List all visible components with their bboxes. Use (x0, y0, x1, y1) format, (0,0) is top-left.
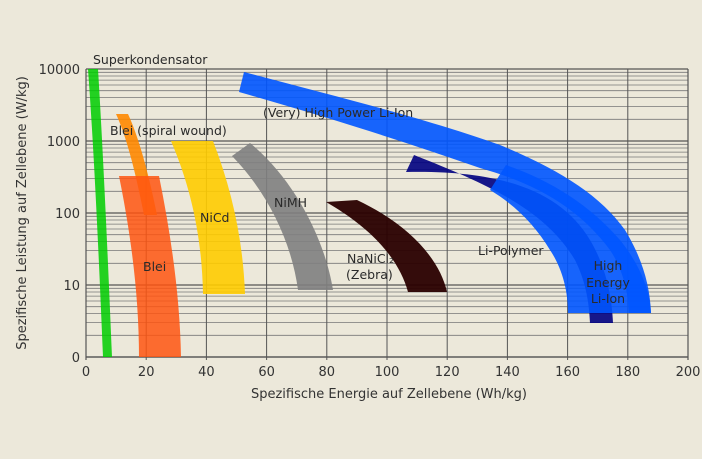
x-tick-label: 180 (615, 365, 640, 380)
series-superkondensator (88, 69, 112, 357)
x-axis-ticks: 0 20 40 60 80 100 120 140 160 180 200 (82, 365, 701, 380)
x-tick-label: 80 (319, 365, 336, 380)
series-high-energy-li-ion (490, 165, 651, 313)
y-tick-label: 1000 (47, 135, 80, 150)
y-tick-label: 10 (63, 279, 80, 294)
x-tick-label: 200 (676, 365, 701, 380)
x-tick-label: 120 (435, 365, 460, 380)
label-nicd: NiCd (200, 210, 230, 225)
label-blei: Blei (143, 259, 166, 274)
series-very-high-power-li-ion (239, 72, 651, 313)
series-nicd (171, 141, 245, 294)
label-high-energy-3: Li-Ion (591, 291, 625, 306)
label-nanicl2: NaNiCl₂ (347, 251, 394, 266)
x-tick-label: 60 (258, 365, 275, 380)
label-high-power-li-ion: (Very) High Power Li-Ion (263, 105, 413, 120)
x-tick-label: 160 (555, 365, 580, 380)
x-axis-label: Spezifische Energie auf Zellebene (Wh/kg… (251, 387, 527, 402)
y-tick-label: 100 (55, 207, 80, 222)
label-zebra: (Zebra) (346, 267, 393, 282)
x-tick-label: 20 (138, 365, 155, 380)
x-tick-label: 100 (375, 365, 400, 380)
series-nanicl2 (326, 200, 447, 292)
y-axis-ticks: 0 10 100 1000 10000 (39, 63, 80, 366)
y-axis-label: Spezifische Leistung auf Zellebene (W/kg… (15, 76, 30, 350)
label-superkondensator: Superkondensator (93, 52, 208, 67)
y-tick-label: 10000 (39, 63, 80, 78)
label-li-polymer: Li-Polymer (478, 243, 544, 258)
label-high-energy-2: Energy (586, 275, 630, 290)
series-nimh (232, 143, 333, 290)
x-tick-label: 140 (495, 365, 520, 380)
series-blei (119, 176, 181, 357)
label-blei-spiral: Blei (spiral wound) (110, 123, 227, 138)
x-tick-label: 0 (82, 365, 90, 380)
label-high-energy-1: High (594, 258, 623, 273)
y-tick-label: 0 (72, 351, 80, 366)
x-tick-label: 40 (198, 365, 215, 380)
label-nimh: NiMH (274, 195, 307, 210)
